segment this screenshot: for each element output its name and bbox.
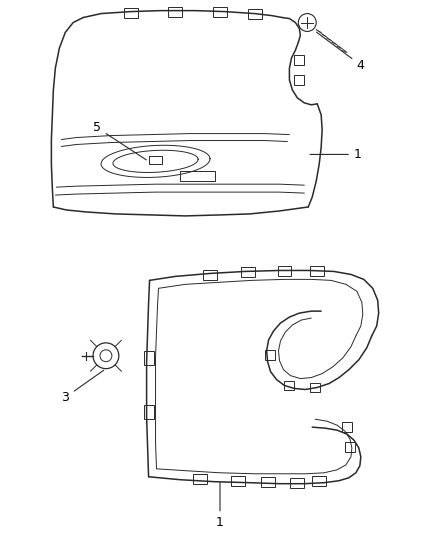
Bar xyxy=(310,266,324,277)
Bar xyxy=(193,474,207,483)
Text: 3: 3 xyxy=(61,370,104,404)
Bar xyxy=(169,6,182,17)
Bar xyxy=(144,351,154,365)
Bar xyxy=(278,266,291,277)
Bar xyxy=(261,477,275,487)
Bar xyxy=(294,75,304,85)
Bar xyxy=(345,442,355,452)
Bar xyxy=(231,476,245,486)
Bar xyxy=(294,55,304,65)
Bar xyxy=(241,268,255,277)
Bar xyxy=(203,270,217,280)
Bar xyxy=(124,7,138,18)
Bar xyxy=(284,381,294,391)
Bar xyxy=(312,476,326,486)
Text: 4: 4 xyxy=(316,32,365,71)
Bar xyxy=(248,9,261,19)
Bar xyxy=(310,383,320,392)
Text: 5: 5 xyxy=(93,121,146,160)
Bar xyxy=(342,422,352,432)
Bar xyxy=(290,478,304,488)
Bar xyxy=(213,6,227,17)
Text: 1: 1 xyxy=(310,148,362,161)
Text: 1: 1 xyxy=(216,482,224,529)
Bar xyxy=(144,405,154,419)
Bar xyxy=(265,350,275,360)
